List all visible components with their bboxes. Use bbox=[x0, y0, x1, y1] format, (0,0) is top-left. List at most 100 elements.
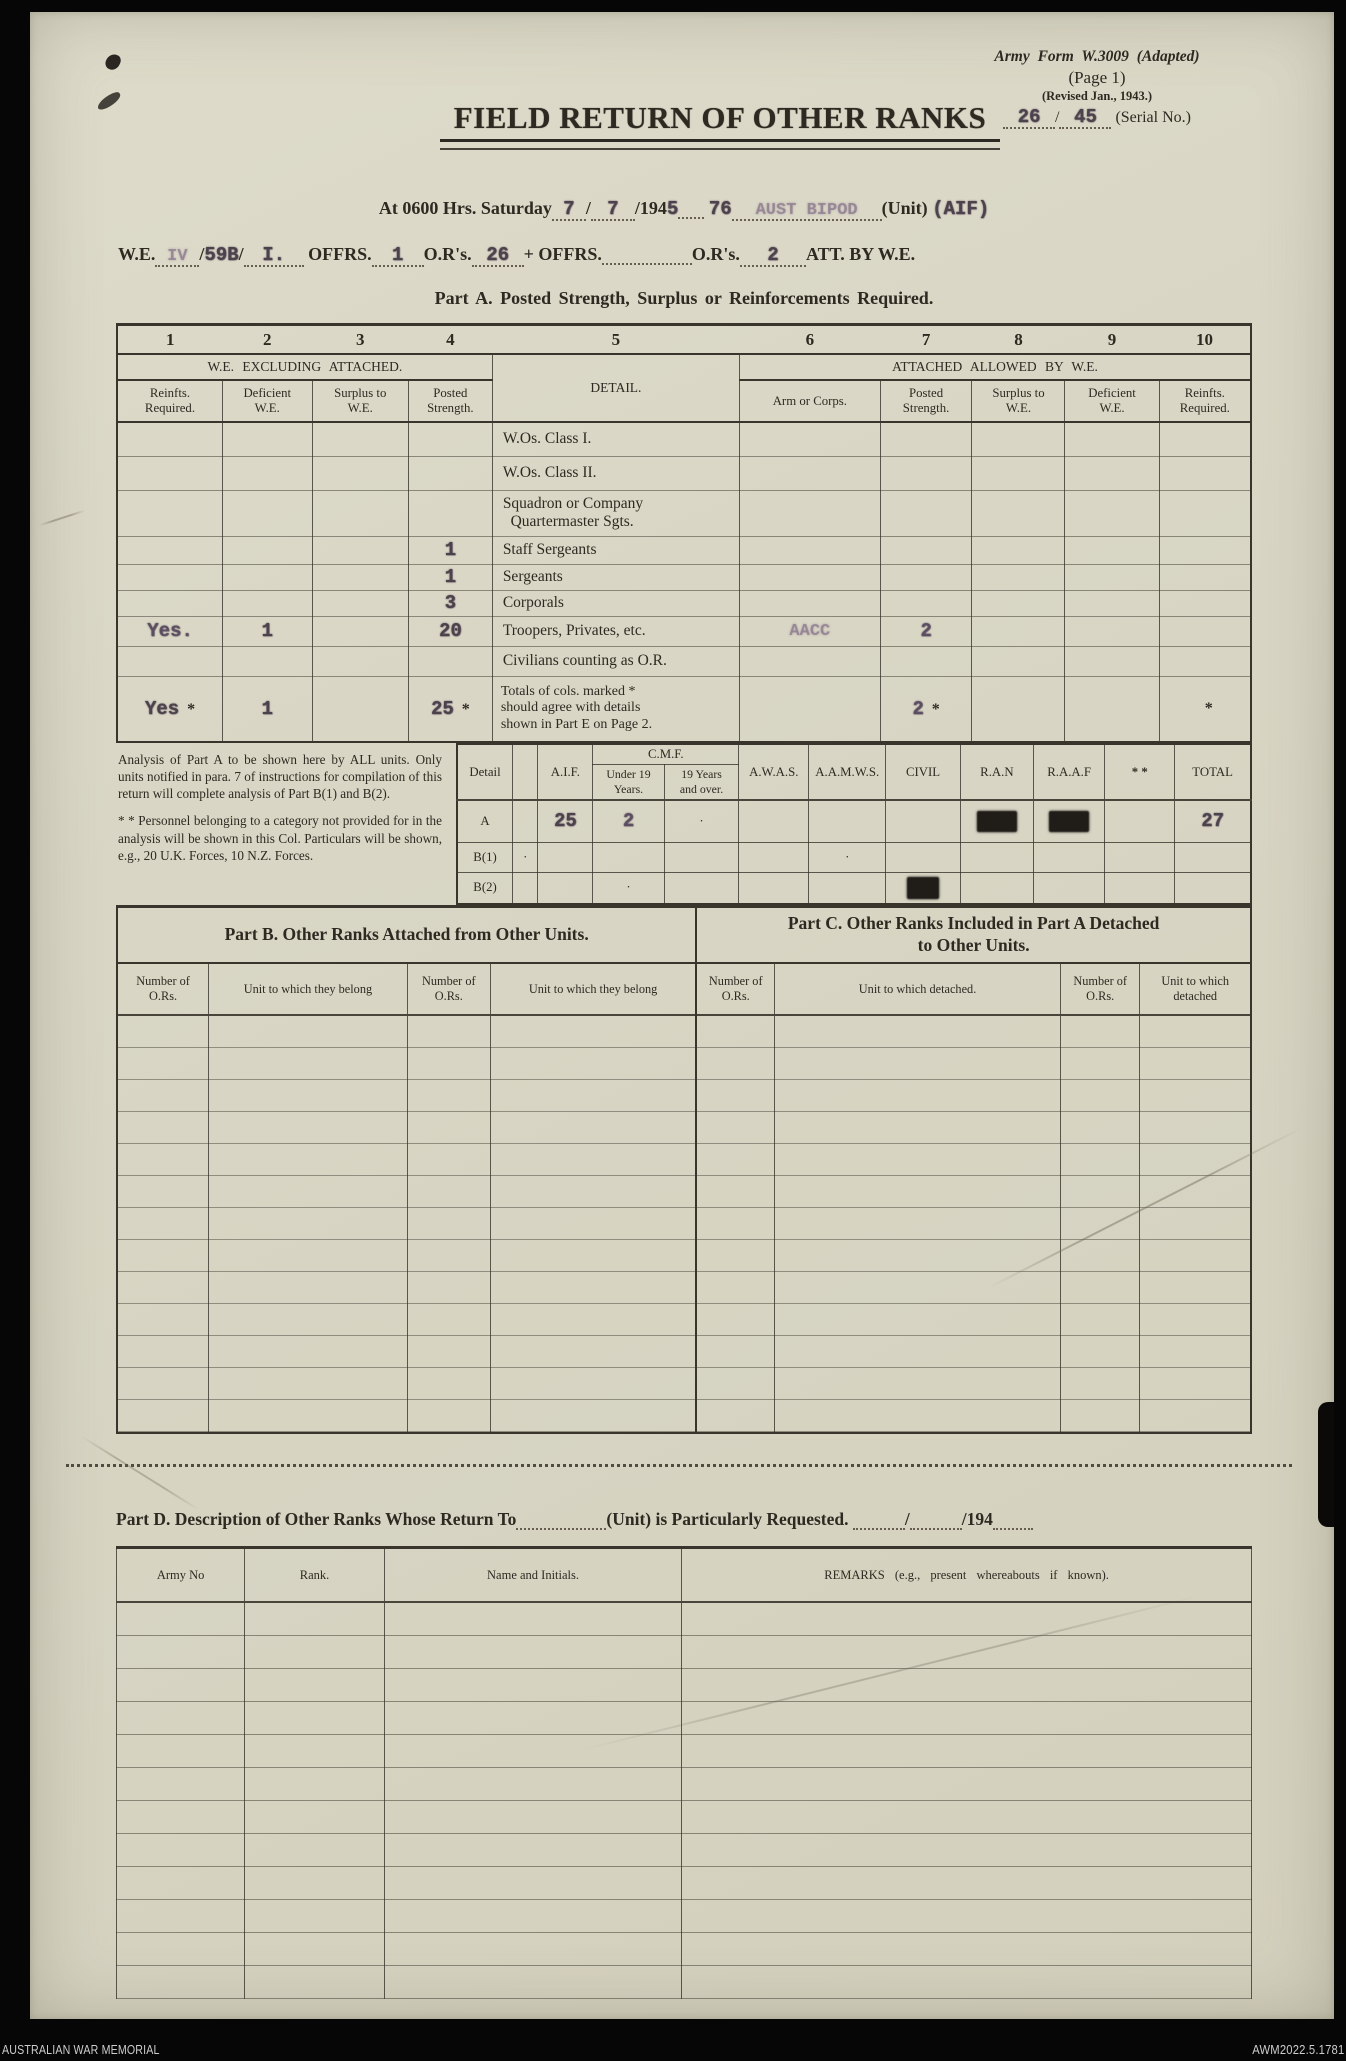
year-digit-value: 5 bbox=[666, 198, 679, 220]
empty-cell bbox=[1158, 616, 1252, 647]
table-row: W.Os. Class I. bbox=[116, 422, 1252, 457]
empty-cell bbox=[406, 1399, 491, 1432]
unit-name-value: AUST BIPOD bbox=[755, 201, 858, 220]
part-c-table: Number of O.Rs. Unit to which detached. … bbox=[697, 964, 1250, 1432]
part-d-year-prefix: /194 bbox=[961, 1508, 993, 1529]
empty-cell bbox=[1139, 1047, 1250, 1080]
empty-cell bbox=[383, 1668, 683, 1702]
empty-cell bbox=[383, 1932, 683, 1966]
empty-cell: * bbox=[1158, 676, 1252, 743]
table-row bbox=[697, 1239, 1250, 1272]
empty-cell: AACC bbox=[739, 616, 881, 647]
aif-value: 25 bbox=[553, 810, 577, 833]
empty-cell: · bbox=[592, 871, 665, 905]
column-header-over19: 19 Years and over. bbox=[663, 764, 740, 801]
column-number: 5 bbox=[492, 324, 740, 355]
column-header: Unit to which detached. bbox=[774, 964, 1061, 1016]
analysis-section: Analysis of Part A to be shown here by A… bbox=[116, 743, 1252, 905]
empty-cell bbox=[1158, 422, 1252, 457]
column-number: 9 bbox=[1064, 324, 1160, 355]
empty-cell bbox=[208, 1143, 408, 1176]
empty-cell bbox=[774, 1079, 1061, 1112]
column-number: 3 bbox=[312, 324, 409, 355]
empty-cell: 2 bbox=[879, 616, 973, 647]
table-row bbox=[118, 1207, 696, 1240]
empty-cell bbox=[1064, 590, 1160, 617]
empty-cell bbox=[115, 1965, 246, 1999]
empty-cell bbox=[537, 871, 594, 905]
empty-cell: 1 bbox=[221, 616, 313, 647]
empty-cell bbox=[774, 1111, 1061, 1144]
empty-cell bbox=[221, 456, 313, 491]
empty-cell bbox=[1064, 564, 1160, 591]
empty-cell bbox=[592, 841, 665, 873]
we-value-2: 59B bbox=[204, 244, 239, 266]
empty-cell bbox=[879, 422, 973, 457]
empty-cell bbox=[739, 676, 881, 743]
column-header-total: TOTAL bbox=[1174, 743, 1252, 801]
empty-cell bbox=[697, 1079, 776, 1112]
column-header: Rank. bbox=[244, 1547, 385, 1603]
empty-cell bbox=[537, 841, 594, 873]
empty-cell bbox=[1139, 1143, 1250, 1176]
empty-cell bbox=[489, 1143, 696, 1176]
empty-cell: 1 bbox=[407, 564, 493, 591]
empty-cell bbox=[116, 646, 223, 677]
asterisk: * bbox=[931, 700, 940, 718]
we-value-3: I. bbox=[262, 244, 286, 266]
empty-cell bbox=[697, 1143, 776, 1176]
empty-cell bbox=[115, 1899, 246, 1933]
empty-cell bbox=[311, 456, 409, 491]
table-row bbox=[118, 1239, 696, 1272]
empty-cell bbox=[739, 456, 881, 491]
empty-cell bbox=[489, 1207, 696, 1240]
posted-strength-value: 1 bbox=[444, 566, 457, 588]
table-row bbox=[115, 1734, 1252, 1768]
empty-cell bbox=[1139, 1335, 1250, 1368]
empty-cell bbox=[406, 1367, 491, 1400]
empty-cell bbox=[1059, 1079, 1141, 1112]
empty-cell bbox=[1064, 616, 1160, 647]
empty-cell bbox=[406, 1303, 491, 1336]
empty-cell bbox=[971, 490, 1066, 537]
empty-cell bbox=[311, 616, 409, 647]
attached-posted-value: 2 bbox=[920, 620, 932, 642]
empty-cell bbox=[406, 1335, 491, 1368]
empty-cell bbox=[971, 564, 1066, 591]
table-row bbox=[697, 1047, 1250, 1080]
column-header-stars: * * bbox=[1104, 743, 1176, 801]
posted-strength-value: 1 bbox=[444, 539, 457, 561]
part-b-table: Number of O.Rs. Unit to which they belon… bbox=[118, 964, 696, 1432]
empty-cell bbox=[1064, 536, 1160, 565]
empty-cell bbox=[1139, 1175, 1250, 1208]
detail-label: Sergeants bbox=[491, 564, 741, 591]
empty-cell: 25 bbox=[537, 799, 594, 843]
empty-cell bbox=[383, 1800, 683, 1834]
date-slash: / bbox=[585, 198, 591, 218]
page-title-block: FIELD RETURN OF OTHER RANKS bbox=[440, 100, 1000, 150]
part-d-title: Part D. Description of Other Ranks Whose… bbox=[116, 1508, 1252, 1530]
table-row bbox=[115, 1800, 1252, 1834]
empty-cell bbox=[971, 590, 1066, 617]
empty-cell bbox=[879, 490, 973, 537]
empty-cell bbox=[971, 422, 1066, 457]
empty-cell bbox=[959, 871, 1034, 905]
empty-cell bbox=[663, 841, 740, 873]
empty-cell bbox=[885, 799, 961, 843]
empty-cell bbox=[697, 1047, 776, 1080]
empty-cell bbox=[512, 743, 539, 801]
unit-label: (Unit) bbox=[881, 198, 928, 218]
empty-cell bbox=[116, 590, 223, 617]
empty-cell bbox=[681, 1701, 1252, 1735]
column-header: Posted Strength. bbox=[407, 380, 493, 423]
empty-cell bbox=[739, 422, 881, 457]
empty-cell bbox=[1059, 1399, 1141, 1432]
empty-cell bbox=[489, 1303, 696, 1336]
empty-cell bbox=[1139, 1271, 1250, 1304]
table-row: Civilians counting as O.R. bbox=[116, 646, 1252, 677]
empty-cell bbox=[118, 1303, 210, 1336]
empty-cell bbox=[489, 1367, 696, 1400]
empty-cell: · bbox=[808, 841, 887, 873]
empty-cell bbox=[489, 1111, 696, 1144]
empty-cell bbox=[383, 1833, 683, 1867]
